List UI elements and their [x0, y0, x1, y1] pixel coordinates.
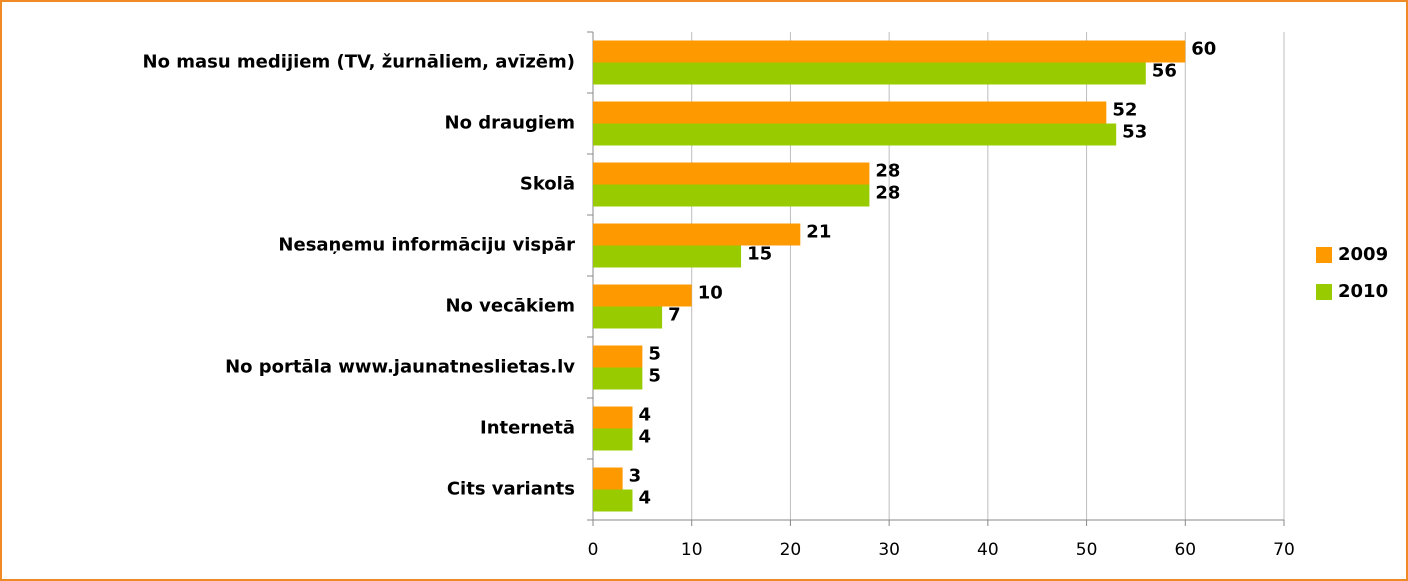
bar [593, 467, 623, 490]
data-label: 4 [638, 427, 651, 448]
data-label: 15 [747, 244, 772, 265]
data-label: 53 [1122, 122, 1147, 143]
data-label: 4 [638, 405, 651, 426]
data-label: 28 [875, 161, 900, 182]
bar [593, 284, 692, 307]
legend-swatch [1316, 284, 1332, 300]
x-tick-label: 0 [588, 540, 599, 560]
data-label: 3 [629, 466, 642, 487]
y-tick-label: Skolā [520, 174, 575, 195]
x-tick-label: 40 [977, 540, 999, 560]
bar [593, 62, 1146, 85]
bar [593, 162, 870, 185]
data-label: 28 [875, 183, 900, 204]
legend-label: 2010 [1338, 281, 1388, 302]
y-tick-label: No vecākiem [445, 296, 575, 317]
data-label: 4 [638, 488, 651, 509]
legend-label: 2009 [1338, 244, 1388, 265]
data-label: 5 [648, 344, 661, 365]
bar [593, 428, 633, 451]
x-tick-label: 50 [1076, 540, 1098, 560]
y-tick-label: Nesaņemu informāciju vispār [278, 235, 575, 256]
bar [593, 245, 742, 268]
data-label: 7 [668, 305, 681, 326]
x-tick-label: 20 [780, 540, 802, 560]
y-tick-label: No masu medijiem (TV, žurnāliem, avīzēm) [143, 52, 575, 73]
bar [593, 345, 643, 368]
bar [593, 406, 633, 429]
legend-swatch [1316, 247, 1332, 263]
x-tick-label: 60 [1174, 540, 1196, 560]
bar [593, 40, 1186, 63]
bar [593, 306, 663, 329]
data-label: 10 [698, 283, 723, 304]
data-label: 60 [1191, 39, 1216, 60]
bar [593, 184, 870, 207]
x-tick-label: 70 [1273, 540, 1295, 560]
bar [593, 101, 1107, 124]
x-tick-label: 30 [878, 540, 900, 560]
data-label: 21 [806, 222, 831, 243]
y-tick-label: Internetā [480, 418, 575, 439]
bar [593, 223, 801, 246]
bar [593, 489, 633, 512]
bar [593, 367, 643, 390]
y-tick-label: No portāla www.jaunatneslietas.lv [225, 357, 575, 378]
data-label: 56 [1152, 61, 1177, 82]
x-tick-label: 10 [681, 540, 703, 560]
data-label: 5 [648, 366, 661, 387]
bar [593, 123, 1117, 146]
data-label: 52 [1112, 100, 1137, 121]
y-tick-label: Cits variants [447, 479, 575, 500]
y-tick-label: No draugiem [445, 113, 575, 134]
